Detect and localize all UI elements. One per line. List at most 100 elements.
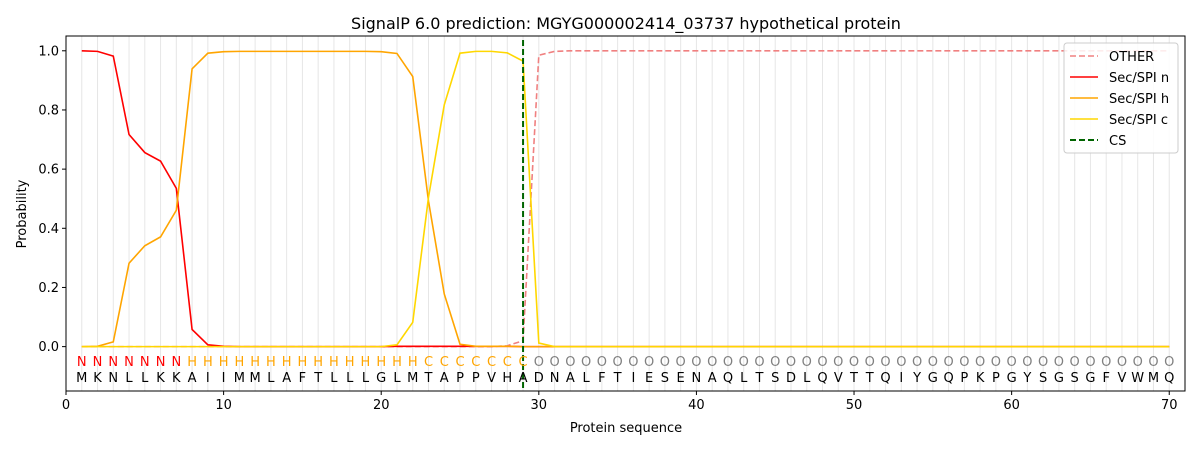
sequence-annotations: NMNKNNNLNLNKNKHAHIHIHMHMHLHAHFHTHLHLHLHG… (76, 355, 1174, 386)
region-label: H (234, 355, 244, 370)
region-label: O (880, 355, 890, 370)
residue-letter: P (472, 371, 480, 386)
region-label: C (471, 355, 480, 370)
region-label: C (487, 355, 496, 370)
region-label: O (975, 355, 985, 370)
residue-letter: L (141, 371, 149, 386)
region-label: O (817, 355, 827, 370)
region-label: O (802, 355, 812, 370)
legend-box (1063, 42, 1179, 154)
residue-letter: F (1102, 371, 1109, 386)
region-label: O (676, 355, 686, 370)
residue-letter: T (424, 371, 433, 386)
residue-letter: Q (943, 371, 953, 386)
region-label: N (171, 355, 181, 370)
residue-letter: K (172, 371, 181, 386)
region-label: O (597, 355, 607, 370)
residue-letter: G (1054, 371, 1064, 386)
series-line-sec-spi-n (81, 49, 1170, 348)
y-tick-label: 0.0 (38, 340, 59, 355)
legend-label: Sec/SPI c (1109, 113, 1168, 128)
residue-letter: A (282, 371, 291, 386)
region-label: O (865, 355, 875, 370)
region-label: O (565, 355, 575, 370)
x-tick-label: 70 (1161, 398, 1178, 413)
residue-letter: Q (723, 371, 733, 386)
region-label: O (1164, 355, 1174, 370)
y-tick-label: 1.0 (38, 44, 59, 59)
region-label: O (1022, 355, 1032, 370)
residue-letter: D (534, 371, 544, 386)
region-label: H (313, 355, 323, 370)
x-tick-label: 10 (215, 398, 232, 413)
residue-letter: L (803, 371, 811, 386)
x-tick-label: 40 (688, 398, 705, 413)
region-label: O (739, 355, 749, 370)
region-label: O (1101, 355, 1111, 370)
residue-letter: G (928, 371, 938, 386)
residue-letter: P (960, 371, 968, 386)
region-label: O (581, 355, 591, 370)
residue-letter: L (330, 371, 338, 386)
x-tick-label: 60 (1003, 398, 1020, 413)
region-label: O (754, 355, 764, 370)
series-line-other (81, 49, 1170, 348)
residue-letter: I (899, 371, 903, 386)
residue-letter: Q (1164, 371, 1174, 386)
legend-label: OTHER (1109, 50, 1154, 65)
residue-letter: M (76, 371, 87, 386)
residue-letter: G (1085, 371, 1095, 386)
residue-letter: W (1131, 371, 1144, 386)
residue-letter: E (645, 371, 653, 386)
region-label: O (660, 355, 670, 370)
x-axis-ticks: 0 10 20 30 40 50 60 70 (62, 391, 1178, 413)
region-label: O (786, 355, 796, 370)
region-label: H (392, 355, 402, 370)
region-label: O (534, 355, 544, 370)
x-tick-label: 30 (531, 398, 548, 413)
legend-label: CS (1109, 134, 1126, 149)
y-tick-label: 0.8 (38, 103, 59, 118)
region-label: N (124, 355, 134, 370)
region-label: H (298, 355, 308, 370)
region-label: H (282, 355, 292, 370)
x-tick-label: 0 (62, 398, 70, 413)
y-tick-label: 0.4 (38, 222, 59, 237)
x-tick-label: 50 (846, 398, 863, 413)
residue-letter: E (677, 371, 685, 386)
legend-label: Sec/SPI h (1109, 92, 1169, 107)
region-label: O (723, 355, 733, 370)
residue-letter: F (299, 371, 306, 386)
y-tick-label: 0.2 (38, 281, 59, 296)
region-label: O (770, 355, 780, 370)
region-label: O (849, 355, 859, 370)
residue-letter: T (754, 371, 763, 386)
legend-label: Sec/SPI n (1109, 71, 1169, 86)
residue-letter: G (1007, 371, 1017, 386)
region-label: N (156, 355, 166, 370)
residue-letter: Y (1022, 371, 1031, 386)
residue-letter: K (156, 371, 165, 386)
residue-letter: K (93, 371, 102, 386)
residue-letter: A (708, 371, 717, 386)
y-tick-label: 0.6 (38, 163, 59, 178)
region-label: O (991, 355, 1001, 370)
y-axis-ticks: 0.0 0.2 0.4 0.6 0.8 1.0 (38, 44, 66, 355)
region-label: O (691, 355, 701, 370)
region-label: O (644, 355, 654, 370)
region-label: O (1133, 355, 1143, 370)
region-label: H (219, 355, 229, 370)
residue-letter: T (865, 371, 874, 386)
region-label: N (108, 355, 118, 370)
region-label: H (250, 355, 260, 370)
residue-letter: L (125, 371, 133, 386)
residue-letter: Y (912, 371, 921, 386)
region-label: C (455, 355, 464, 370)
region-label: O (549, 355, 559, 370)
chart-title: SignalP 6.0 prediction: MGYG000002414_03… (351, 14, 901, 34)
region-label: O (628, 355, 638, 370)
region-label: C (519, 355, 528, 370)
residue-letter: N (108, 371, 118, 386)
residue-letter: H (502, 371, 512, 386)
